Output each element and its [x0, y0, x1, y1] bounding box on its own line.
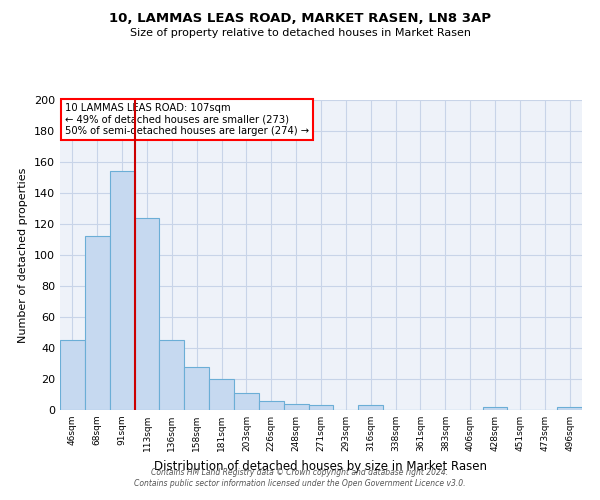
Text: 10, LAMMAS LEAS ROAD, MARKET RASEN, LN8 3AP: 10, LAMMAS LEAS ROAD, MARKET RASEN, LN8 … [109, 12, 491, 26]
Bar [284, 404, 308, 410]
Bar [110, 172, 134, 410]
Bar [358, 406, 383, 410]
Bar [259, 400, 284, 410]
Bar [482, 407, 508, 410]
Text: 10 LAMMAS LEAS ROAD: 107sqm
← 49% of detached houses are smaller (273)
50% of se: 10 LAMMAS LEAS ROAD: 107sqm ← 49% of det… [65, 103, 310, 136]
Bar [209, 379, 234, 410]
Bar [557, 407, 582, 410]
Bar [134, 218, 160, 410]
Bar [60, 340, 85, 410]
Bar [85, 236, 110, 410]
Bar [184, 366, 209, 410]
Y-axis label: Number of detached properties: Number of detached properties [19, 168, 28, 342]
Text: Size of property relative to detached houses in Market Rasen: Size of property relative to detached ho… [130, 28, 470, 38]
X-axis label: Distribution of detached houses by size in Market Rasen: Distribution of detached houses by size … [155, 460, 487, 472]
Bar [308, 406, 334, 410]
Bar [160, 340, 184, 410]
Bar [234, 393, 259, 410]
Text: Contains HM Land Registry data © Crown copyright and database right 2024.
Contai: Contains HM Land Registry data © Crown c… [134, 468, 466, 487]
